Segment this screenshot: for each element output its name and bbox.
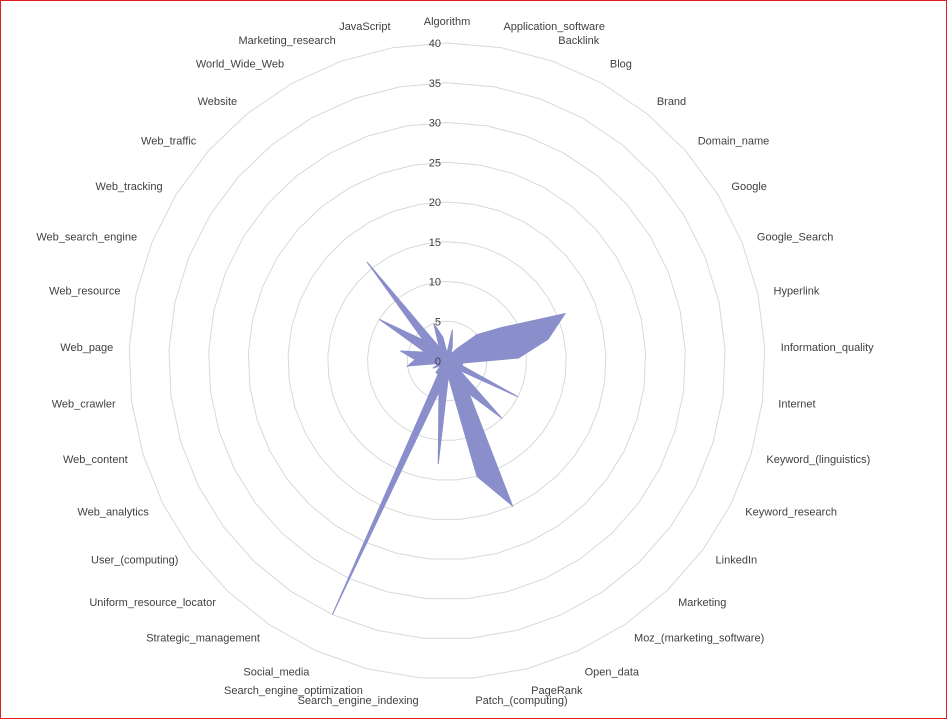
tick-label: 15 (429, 237, 441, 249)
category-label: Keyword_(linguistics) (766, 454, 870, 466)
category-label: Open_data (585, 666, 640, 678)
category-label: Web_content (63, 454, 128, 466)
category-label: Web_search_engine (36, 231, 137, 243)
category-label: Information_quality (781, 342, 874, 354)
category-label: Search_engine_optimization (224, 685, 363, 697)
category-label: Patch_(computing) (475, 695, 567, 707)
category-label: Google_Search (757, 231, 833, 243)
category-label: Brand (657, 96, 686, 108)
tick-label: 25 (429, 157, 441, 169)
category-label: Website (198, 96, 238, 108)
series-area-0 (332, 262, 565, 615)
category-label: Blog (610, 58, 632, 70)
category-label: Marketing (678, 597, 726, 609)
category-label: Social_media (243, 666, 310, 678)
category-label: Application_software (503, 21, 605, 33)
series-layer (332, 262, 565, 615)
category-label: Marketing_research (239, 35, 336, 47)
category-label: JavaScript (339, 21, 390, 33)
category-label: User_(computing) (91, 555, 178, 567)
category-label: Algorithm (424, 16, 470, 28)
category-label: Google (731, 181, 766, 193)
tick-label: 0 (435, 356, 441, 368)
category-label: Moz_(marketing_software) (634, 633, 764, 645)
category-label: Web_crawler (52, 398, 116, 410)
tick-label: 20 (429, 197, 441, 209)
tick-label: 40 (429, 38, 441, 50)
category-label: Strategic_management (146, 633, 260, 645)
tick-label: 35 (429, 78, 441, 90)
category-label: Web_page (60, 342, 113, 354)
tick-label: 30 (429, 118, 441, 130)
category-label: Backlink (558, 35, 599, 47)
category-label: LinkedIn (716, 555, 758, 567)
tick-label: 10 (429, 277, 441, 289)
category-label: Domain_name (698, 135, 770, 147)
tick-label: 5 (435, 316, 441, 328)
category-label: Keyword_research (745, 506, 837, 518)
category-label: World_Wide_Web (196, 58, 284, 70)
category-label: Web_tracking (96, 181, 163, 193)
category-label: Web_resource (49, 286, 120, 298)
category-label: Web_traffic (141, 135, 197, 147)
category-label: Uniform_resource_locator (89, 597, 216, 609)
tick-labels: 0 5 10 15 20 25 30 35 40 (429, 38, 441, 368)
category-label: Web_analytics (77, 506, 149, 518)
category-label: Hyperlink (774, 286, 820, 298)
category-label: Internet (778, 398, 815, 410)
